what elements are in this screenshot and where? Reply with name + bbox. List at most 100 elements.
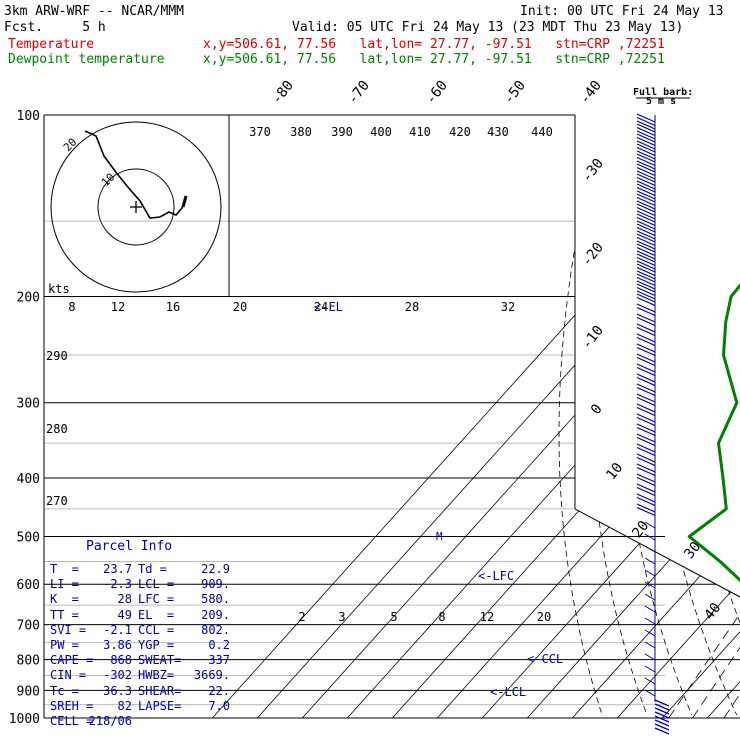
mixing-ratio-label: 20 bbox=[537, 610, 551, 624]
wind-barb bbox=[636, 306, 656, 317]
parcel-info-panel: Parcel Info T = 23.7 Td = 22.9 LI = -2.3 LCL =… bbox=[44, 537, 230, 728]
kinematic-axis-label: 32 bbox=[501, 300, 515, 314]
hodograph-ring-label: 20 bbox=[61, 136, 80, 155]
parcel-info-title: Parcel Info bbox=[86, 539, 173, 554]
dewpoint-line bbox=[687, 283, 740, 583]
wind-barb bbox=[636, 146, 656, 157]
wind-barb bbox=[636, 376, 656, 387]
parcel-param-name: SREH = bbox=[50, 698, 94, 713]
wind-barb bbox=[636, 286, 656, 297]
wind-barb bbox=[644, 689, 656, 697]
parcel-param-value: 868 bbox=[110, 653, 132, 668]
wind-barb bbox=[636, 276, 656, 287]
isotherm-label: 30 bbox=[681, 539, 704, 562]
parcel-param-name: SHEAR= bbox=[138, 683, 182, 698]
wind-barb bbox=[636, 443, 656, 453]
pressure-tick-label: 400 bbox=[17, 472, 40, 487]
model-title: 3km ARW-WRF -- NCAR/MMM bbox=[4, 4, 185, 19]
parcel-param-value: -302 bbox=[103, 668, 132, 683]
isotherm-label: -30 bbox=[579, 156, 607, 186]
kinematic-axis-label: 28 bbox=[405, 300, 419, 314]
wind-barb bbox=[636, 366, 656, 377]
wind-barb bbox=[654, 723, 670, 731]
dry-adiabat-label: 290 bbox=[46, 349, 68, 363]
wind-barbs: Full barb:5 m s bbox=[633, 87, 693, 735]
theta-e-label: 430 bbox=[487, 125, 509, 139]
wind-barb bbox=[636, 196, 656, 207]
wind-barb bbox=[636, 153, 656, 163]
wind-barb bbox=[636, 283, 656, 293]
isotherm-label: 20 bbox=[629, 518, 652, 541]
parcel-param-value: 7.0 bbox=[208, 698, 230, 713]
wind-barb bbox=[654, 715, 670, 723]
pressure-grid bbox=[43, 114, 740, 719]
isotherm-line bbox=[212, 115, 740, 718]
pressure-tick-label: 200 bbox=[17, 291, 40, 306]
kinematic-axis-label: 24 bbox=[314, 300, 328, 314]
wind-barb bbox=[654, 727, 670, 735]
hodograph-trace-end bbox=[181, 195, 188, 208]
wind-barb bbox=[636, 133, 656, 143]
isotherms bbox=[212, 115, 740, 718]
wind-barb bbox=[636, 173, 656, 183]
wind-barb bbox=[636, 476, 656, 487]
parcel-param-name: YGP = bbox=[138, 638, 175, 652]
parcel-param-value: -2.3 bbox=[103, 577, 132, 592]
wind-barb bbox=[636, 316, 656, 327]
wind-barb bbox=[636, 120, 656, 130]
wind-barb bbox=[636, 223, 656, 233]
parcel-param-name: LCL = bbox=[138, 577, 175, 592]
theta-e-label: 400 bbox=[370, 125, 392, 139]
wind-barb bbox=[644, 533, 656, 541]
wind-barb bbox=[636, 136, 656, 147]
wind-barb bbox=[636, 143, 656, 153]
wind-barb bbox=[636, 253, 656, 263]
wind-barb bbox=[636, 193, 656, 203]
wind-barb bbox=[636, 246, 656, 257]
parcel-param-value: 28 bbox=[117, 592, 132, 607]
wind-barb bbox=[636, 393, 656, 403]
wind-barb bbox=[636, 396, 656, 407]
dry-adiabat-label: 280 bbox=[46, 422, 68, 436]
isotherm-line bbox=[572, 115, 740, 718]
wind-barb bbox=[636, 190, 656, 200]
pressure-tick-label: 1000 bbox=[9, 712, 40, 727]
wind-barb bbox=[636, 403, 656, 413]
wind-barb bbox=[654, 699, 670, 707]
hodograph-ring-20 bbox=[50, 121, 222, 293]
isotherm-label: -70 bbox=[345, 78, 373, 108]
wind-barb bbox=[636, 323, 656, 333]
wind-barb bbox=[654, 707, 670, 715]
wind-barb bbox=[636, 503, 656, 513]
kinematic-axis-label: 12 bbox=[111, 300, 125, 314]
wind-barb bbox=[636, 160, 656, 170]
wind-barb bbox=[636, 220, 656, 230]
parcel-param-name: LFC = bbox=[138, 592, 175, 607]
parcel-param-name: CIN = bbox=[50, 668, 87, 683]
wind-barb bbox=[636, 446, 656, 457]
theta-e-label: 390 bbox=[331, 125, 353, 139]
wind-barb bbox=[636, 336, 656, 347]
chart-header: 3km ARW-WRF -- NCAR/MMM Init: 00 UTC Fri… bbox=[0, 0, 740, 70]
kinematic-axis-label: 8 bbox=[68, 300, 75, 314]
level-annotation: <-EL bbox=[314, 300, 343, 314]
parcel-param-name: SVI = bbox=[50, 622, 87, 637]
wind-barb bbox=[644, 581, 656, 589]
wind-barb bbox=[636, 463, 656, 473]
theta-e-label: 440 bbox=[531, 125, 553, 139]
wind-barb bbox=[636, 313, 656, 323]
wind-barb bbox=[636, 266, 656, 277]
isotherm-line bbox=[437, 115, 740, 718]
wind-barb bbox=[636, 293, 656, 303]
wind-barb bbox=[644, 653, 656, 661]
isotherm-label: -60 bbox=[423, 78, 451, 108]
isotherm-label: -10 bbox=[579, 323, 607, 353]
wind-barb bbox=[636, 263, 656, 273]
parcel-param-name: K = bbox=[50, 592, 79, 607]
parcel-param-value: 3669. bbox=[193, 668, 230, 683]
wind-barb bbox=[636, 256, 656, 267]
wind-barb bbox=[636, 240, 656, 250]
forecast-hour: Fcst. 5 h bbox=[4, 20, 106, 35]
wind-barb bbox=[636, 260, 656, 270]
theta-e-label: 410 bbox=[409, 125, 431, 139]
